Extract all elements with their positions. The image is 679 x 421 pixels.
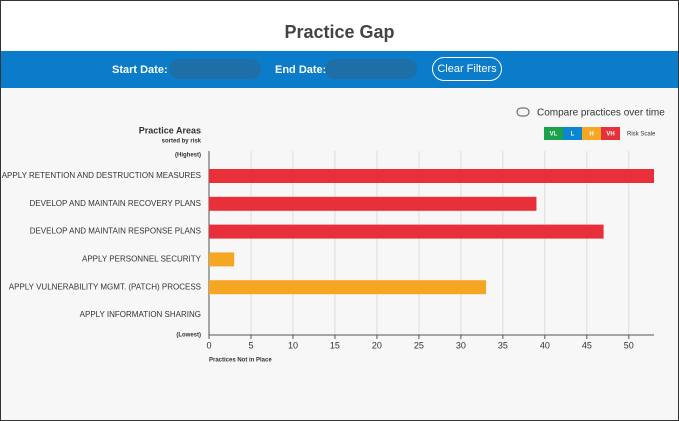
x-tick-label: 25	[414, 340, 424, 350]
risk-level: L	[571, 132, 575, 138]
x-tick-label: 50	[624, 340, 634, 350]
risk-swatch	[563, 127, 582, 140]
risk-swatch	[544, 127, 563, 140]
y-tick-label: APPLY VULNERABILITY MGMT. (PATCH) PROCES…	[9, 282, 201, 291]
x-tick-label: 10	[288, 340, 298, 350]
risk-swatch	[582, 127, 601, 140]
y-tick-label: DEVELOP AND MAINTAIN RESPONSE PLANS	[30, 227, 201, 236]
page-title: Practice Gap	[1, 1, 678, 50]
bar	[209, 224, 604, 239]
y-title: Practice Areas	[139, 125, 201, 135]
x-tick-label: 30	[456, 340, 466, 350]
x-tick-label: 0	[206, 340, 211, 350]
y-subtitle: sorted by risk	[162, 139, 202, 145]
bar	[209, 169, 654, 183]
bar	[209, 196, 537, 211]
risk-level: VL	[550, 132, 558, 138]
x-title: Practices Not in Place	[209, 358, 272, 364]
y-top-note: (Highest)	[175, 153, 201, 159]
toggle[interactable]	[516, 107, 530, 117]
bar	[209, 252, 235, 267]
y-tick-label: APPLY INFORMATION SHARING	[80, 310, 201, 319]
risk-swatch	[601, 127, 620, 140]
x-tick-label: 5	[248, 340, 253, 350]
clear-filters-button[interactable]: Clear Filters	[432, 57, 502, 81]
filter-bar: Start Date: End Date: Clear Filters	[1, 51, 678, 88]
x-tick-label: 15	[330, 340, 340, 350]
x-tick-label: 40	[540, 340, 550, 350]
risk-scale-label: Risk Scale	[627, 132, 656, 138]
start-date-input[interactable]	[169, 59, 261, 79]
chart: Compare practices over time Practice Are…	[2, 107, 665, 364]
y-bottom-note: (Lowest)	[176, 333, 201, 339]
risk-level: VH	[606, 132, 614, 138]
x-tick-label: 35	[498, 340, 508, 350]
risk-level: H	[589, 132, 593, 138]
bar	[209, 280, 487, 295]
x-tick-label: 20	[372, 340, 382, 350]
y-tick-label: APPLY PERSONNEL SECURITY	[82, 255, 202, 264]
start-label: Start Date:	[112, 64, 168, 76]
compare-label: Compare practices over time	[537, 108, 665, 119]
y-tick-label: APPLY RETENTION AND DESTRUCTION MEASURES	[2, 171, 201, 180]
end-date-input[interactable]	[325, 59, 417, 79]
x-tick-label: 45	[582, 340, 592, 350]
y-tick-label: DEVELOP AND MAINTAIN RECOVERY PLANS	[30, 199, 201, 208]
end-label: End Date:	[275, 64, 327, 76]
